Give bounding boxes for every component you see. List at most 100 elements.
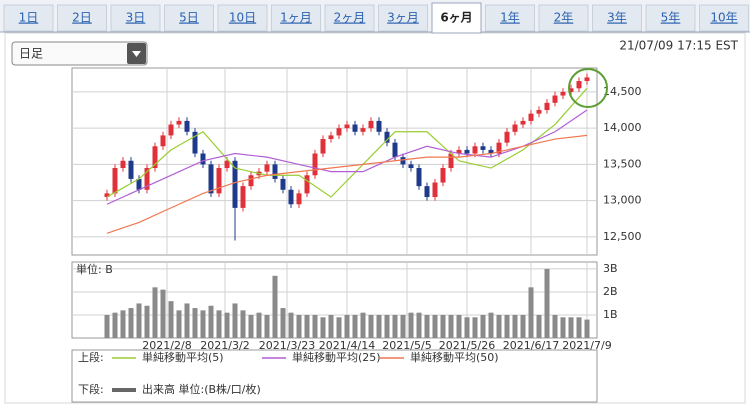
y-tick-label: 3B: [603, 262, 618, 275]
volume-bar: [104, 314, 110, 338]
candle-body: [576, 81, 582, 89]
tab-label[interactable]: 5日: [179, 11, 199, 25]
y-tick-label: 14,000: [603, 121, 642, 134]
volume-bar: [264, 314, 270, 338]
tab-bg[interactable]: [57, 4, 107, 32]
candle-body: [584, 77, 590, 82]
volume-bar: [280, 308, 286, 338]
tab-bg[interactable]: [378, 4, 428, 32]
tab-label[interactable]: 1ヶ月: [280, 11, 312, 25]
candle-body: [376, 120, 382, 132]
tab-label[interactable]: 3日: [126, 11, 146, 25]
tab[interactable]: 10年: [699, 4, 749, 32]
volume-bar: [528, 287, 534, 338]
candle-body: [272, 164, 278, 179]
tab[interactable]: 6ヶ月: [431, 2, 482, 34]
candle-body: [352, 124, 358, 132]
tab-label[interactable]: 3ヶ月: [387, 11, 419, 25]
candle-body: [544, 102, 550, 111]
candle-body: [360, 128, 366, 132]
candle-body: [120, 160, 126, 169]
tab-label[interactable]: 2日: [72, 11, 92, 25]
y-tick-label: 1B: [603, 308, 618, 321]
tab[interactable]: 2年: [538, 4, 589, 32]
candle-body: [496, 142, 502, 154]
volume-bar: [128, 308, 134, 338]
plot-area: [71, 261, 598, 339]
x-tick-label: 2021/7/9: [562, 339, 611, 352]
candle-body: [264, 164, 270, 172]
candle-body: [144, 168, 150, 190]
tab-bg[interactable]: [538, 4, 589, 32]
tab-bg[interactable]: [164, 4, 214, 32]
volume-bar: [448, 314, 454, 338]
tab-bg[interactable]: [485, 4, 535, 32]
candle-body: [160, 135, 166, 147]
tab-bg[interactable]: [110, 4, 161, 32]
volume-bar: [384, 314, 390, 338]
x-tick-label: 2021/2/8: [142, 339, 191, 352]
volume-bar: [360, 312, 366, 338]
dropdown[interactable]: 日足: [11, 41, 148, 66]
candle-body: [288, 189, 294, 205]
candle-body: [384, 131, 390, 143]
tab-bg[interactable]: [217, 4, 268, 32]
tab-label[interactable]: 2ヶ月: [334, 11, 366, 25]
tab[interactable]: 1日: [3, 4, 54, 32]
candle-body: [136, 178, 142, 190]
candle-body: [400, 157, 406, 165]
volume-bar: [304, 314, 310, 338]
candle-body: [192, 131, 198, 154]
dropdown-box[interactable]: [11, 41, 148, 66]
candle-body: [464, 149, 470, 154]
tab[interactable]: 5日: [164, 4, 214, 32]
x-tick-label: 2021/3/2: [200, 339, 249, 352]
tab[interactable]: 5年: [645, 4, 696, 32]
candle-body: [440, 168, 446, 183]
tab-bg[interactable]: [3, 4, 54, 32]
candle-body: [568, 88, 574, 92]
tab-label[interactable]: 10年: [710, 11, 737, 25]
volume-bar: [208, 305, 214, 338]
x-tick-label: 2021/5/26: [439, 339, 495, 352]
tab[interactable]: 3ヶ月: [378, 4, 428, 32]
candle-body: [480, 146, 486, 150]
tab-label[interactable]: 5年: [661, 11, 681, 25]
volume-bar: [512, 314, 518, 338]
x-tick-label: 2021/3/23: [259, 339, 315, 352]
tab[interactable]: 2日: [57, 4, 107, 32]
tab-bg[interactable]: [645, 4, 696, 32]
dropdown-label: 日足: [19, 47, 43, 61]
tab[interactable]: 10日: [217, 4, 268, 32]
tab-label[interactable]: 6ヶ月: [440, 11, 472, 25]
tab-bg[interactable]: [271, 4, 321, 32]
volume-bar: [144, 305, 150, 338]
volume-bar: [312, 314, 318, 338]
volume-bar: [160, 289, 166, 338]
tab-label[interactable]: 3年: [607, 11, 627, 25]
tab-bg[interactable]: [431, 2, 482, 34]
volume-bar: [408, 312, 414, 338]
tab[interactable]: 1ヶ月: [271, 4, 321, 32]
volume-bar: [168, 301, 174, 338]
volume-bar: [272, 275, 278, 338]
candle-body: [312, 153, 318, 176]
tab-label[interactable]: 1日: [19, 11, 39, 25]
candle-body: [280, 178, 286, 190]
candle-body: [448, 153, 454, 169]
tab[interactable]: 3日: [110, 4, 161, 32]
tab-bg[interactable]: [699, 4, 749, 32]
x-tick-label: 2021/4/14: [319, 339, 375, 352]
tab[interactable]: 3年: [592, 4, 642, 32]
tab-bg[interactable]: [324, 4, 375, 32]
volume-bar: [520, 314, 526, 338]
volume-bar: [240, 310, 246, 338]
candle-body: [128, 160, 134, 179]
tab-label[interactable]: 10日: [229, 11, 256, 25]
tab-bg[interactable]: [592, 4, 642, 32]
volume-bar: [248, 314, 254, 338]
tab[interactable]: 1年: [485, 4, 535, 32]
tab-label[interactable]: 2年: [554, 11, 574, 25]
tab[interactable]: 2ヶ月: [324, 4, 375, 32]
tab-label[interactable]: 1年: [500, 11, 520, 25]
